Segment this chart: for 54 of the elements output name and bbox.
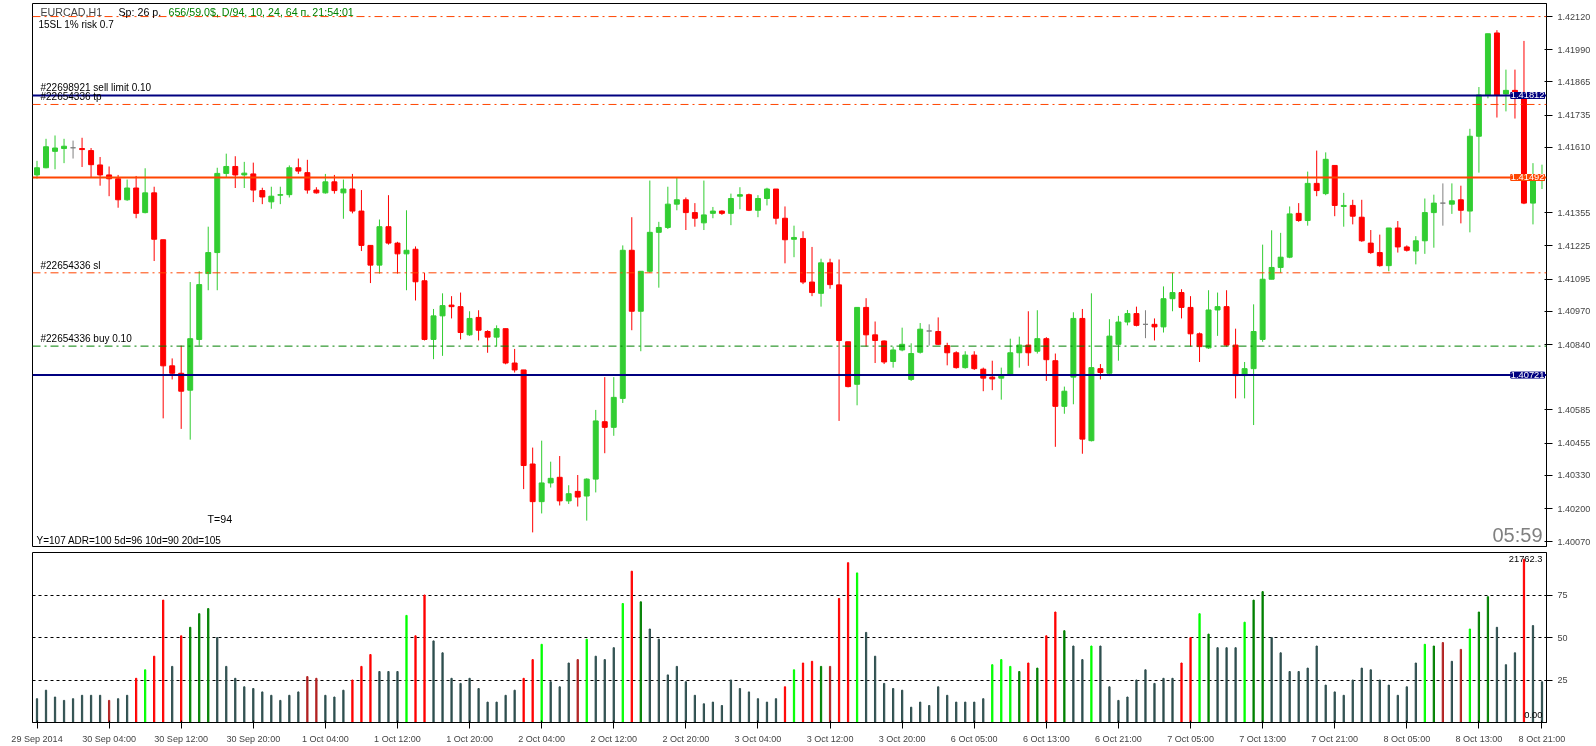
y-tick-label: 75 bbox=[1557, 590, 1568, 600]
x-tick-label: 6 Oct 05:00 bbox=[950, 733, 998, 744]
x-tick-label: 3 Oct 12:00 bbox=[806, 733, 854, 744]
x-tick-label: 1 Oct 20:00 bbox=[446, 733, 493, 744]
annotation: 21762.3 bbox=[1508, 553, 1543, 564]
x-tick-label: 2 Oct 12:00 bbox=[590, 733, 638, 744]
y-tick-label: 1.40330 bbox=[1557, 470, 1591, 481]
x-tick-label: 1 Oct 04:00 bbox=[302, 733, 349, 744]
x-tick-label: 8 Oct 21:00 bbox=[1518, 733, 1566, 744]
y-tick-label: 1.40200 bbox=[1557, 503, 1591, 514]
x-tick-label: 30 Sep 20:00 bbox=[226, 733, 281, 744]
x-tick-label: 29 Sep 2014 bbox=[11, 733, 63, 744]
x-tick-label: 2 Oct 04:00 bbox=[518, 733, 566, 744]
y-tick-label: 25 bbox=[1557, 675, 1568, 685]
y-tick-label: 1.41225 bbox=[1557, 240, 1591, 251]
annotation: Sp: 26 p. bbox=[118, 5, 162, 18]
x-tick-label: 7 Oct 13:00 bbox=[1239, 733, 1287, 744]
annotation: 15SL 1% risk 0.7 bbox=[38, 19, 115, 30]
y-tick-label: 1.41355 bbox=[1557, 207, 1591, 218]
annotation: 05:59 bbox=[1492, 523, 1543, 546]
ref-line-label: 1.41492 bbox=[1510, 172, 1545, 183]
y-tick-label: 1.41990 bbox=[1557, 44, 1591, 55]
chart-title: EURCAD,H1 bbox=[40, 5, 103, 18]
x-tick-label: 1 Oct 12:00 bbox=[374, 733, 421, 744]
annotation: T=94 bbox=[207, 512, 233, 525]
y-tick-label: 1.40585 bbox=[1557, 404, 1591, 415]
x-tick-label: 6 Oct 13:00 bbox=[1022, 733, 1070, 744]
x-tick-label: 8 Oct 13:00 bbox=[1455, 733, 1503, 744]
ref-line-label: #22698921 sell limit 0.10 bbox=[40, 82, 152, 94]
y-tick-label: 1.40970 bbox=[1557, 306, 1591, 317]
x-tick-label: 3 Oct 04:00 bbox=[734, 733, 782, 744]
x-tick-label: 8 Oct 05:00 bbox=[1383, 733, 1431, 744]
y-tick-label: 1.41735 bbox=[1557, 110, 1591, 121]
annotation: 656/59.0$, D/94, 10, 24, 64 п. 21:54:01 bbox=[168, 5, 354, 18]
x-tick-label: 7 Oct 05:00 bbox=[1167, 733, 1214, 744]
x-tick-label: 3 Oct 20:00 bbox=[878, 733, 926, 744]
ref-line-label: #22654336 buy 0.10 bbox=[40, 333, 133, 345]
y-tick-label: 1.40840 bbox=[1557, 339, 1591, 350]
y-tick-label: 50 bbox=[1557, 632, 1568, 643]
y-tick-label: 1.40070 bbox=[1557, 536, 1591, 547]
ref-line-label: 1.41812 bbox=[1510, 90, 1545, 101]
x-tick-label: 6 Oct 21:00 bbox=[1095, 733, 1142, 744]
annotation: Y=107 ADR=100 5d=96 10d=90 20d=105 bbox=[36, 535, 222, 546]
y-tick-label: 1.42120 bbox=[1557, 11, 1591, 22]
x-tick-label: 30 Sep 04:00 bbox=[82, 733, 137, 744]
x-tick-label: 30 Sep 12:00 bbox=[154, 733, 209, 744]
y-tick-label: 1.41610 bbox=[1557, 142, 1591, 153]
y-tick-label: 1.41095 bbox=[1557, 274, 1591, 285]
x-tick-label: 7 Oct 21:00 bbox=[1311, 733, 1359, 744]
y-tick-label: 1.41865 bbox=[1557, 76, 1591, 87]
y-tick-label: 1.40455 bbox=[1557, 438, 1591, 449]
ref-line-label: 1.40721 bbox=[1510, 370, 1545, 381]
x-tick-label: 2 Oct 20:00 bbox=[662, 733, 710, 744]
ref-line-label: #22654336 sl bbox=[40, 259, 101, 271]
